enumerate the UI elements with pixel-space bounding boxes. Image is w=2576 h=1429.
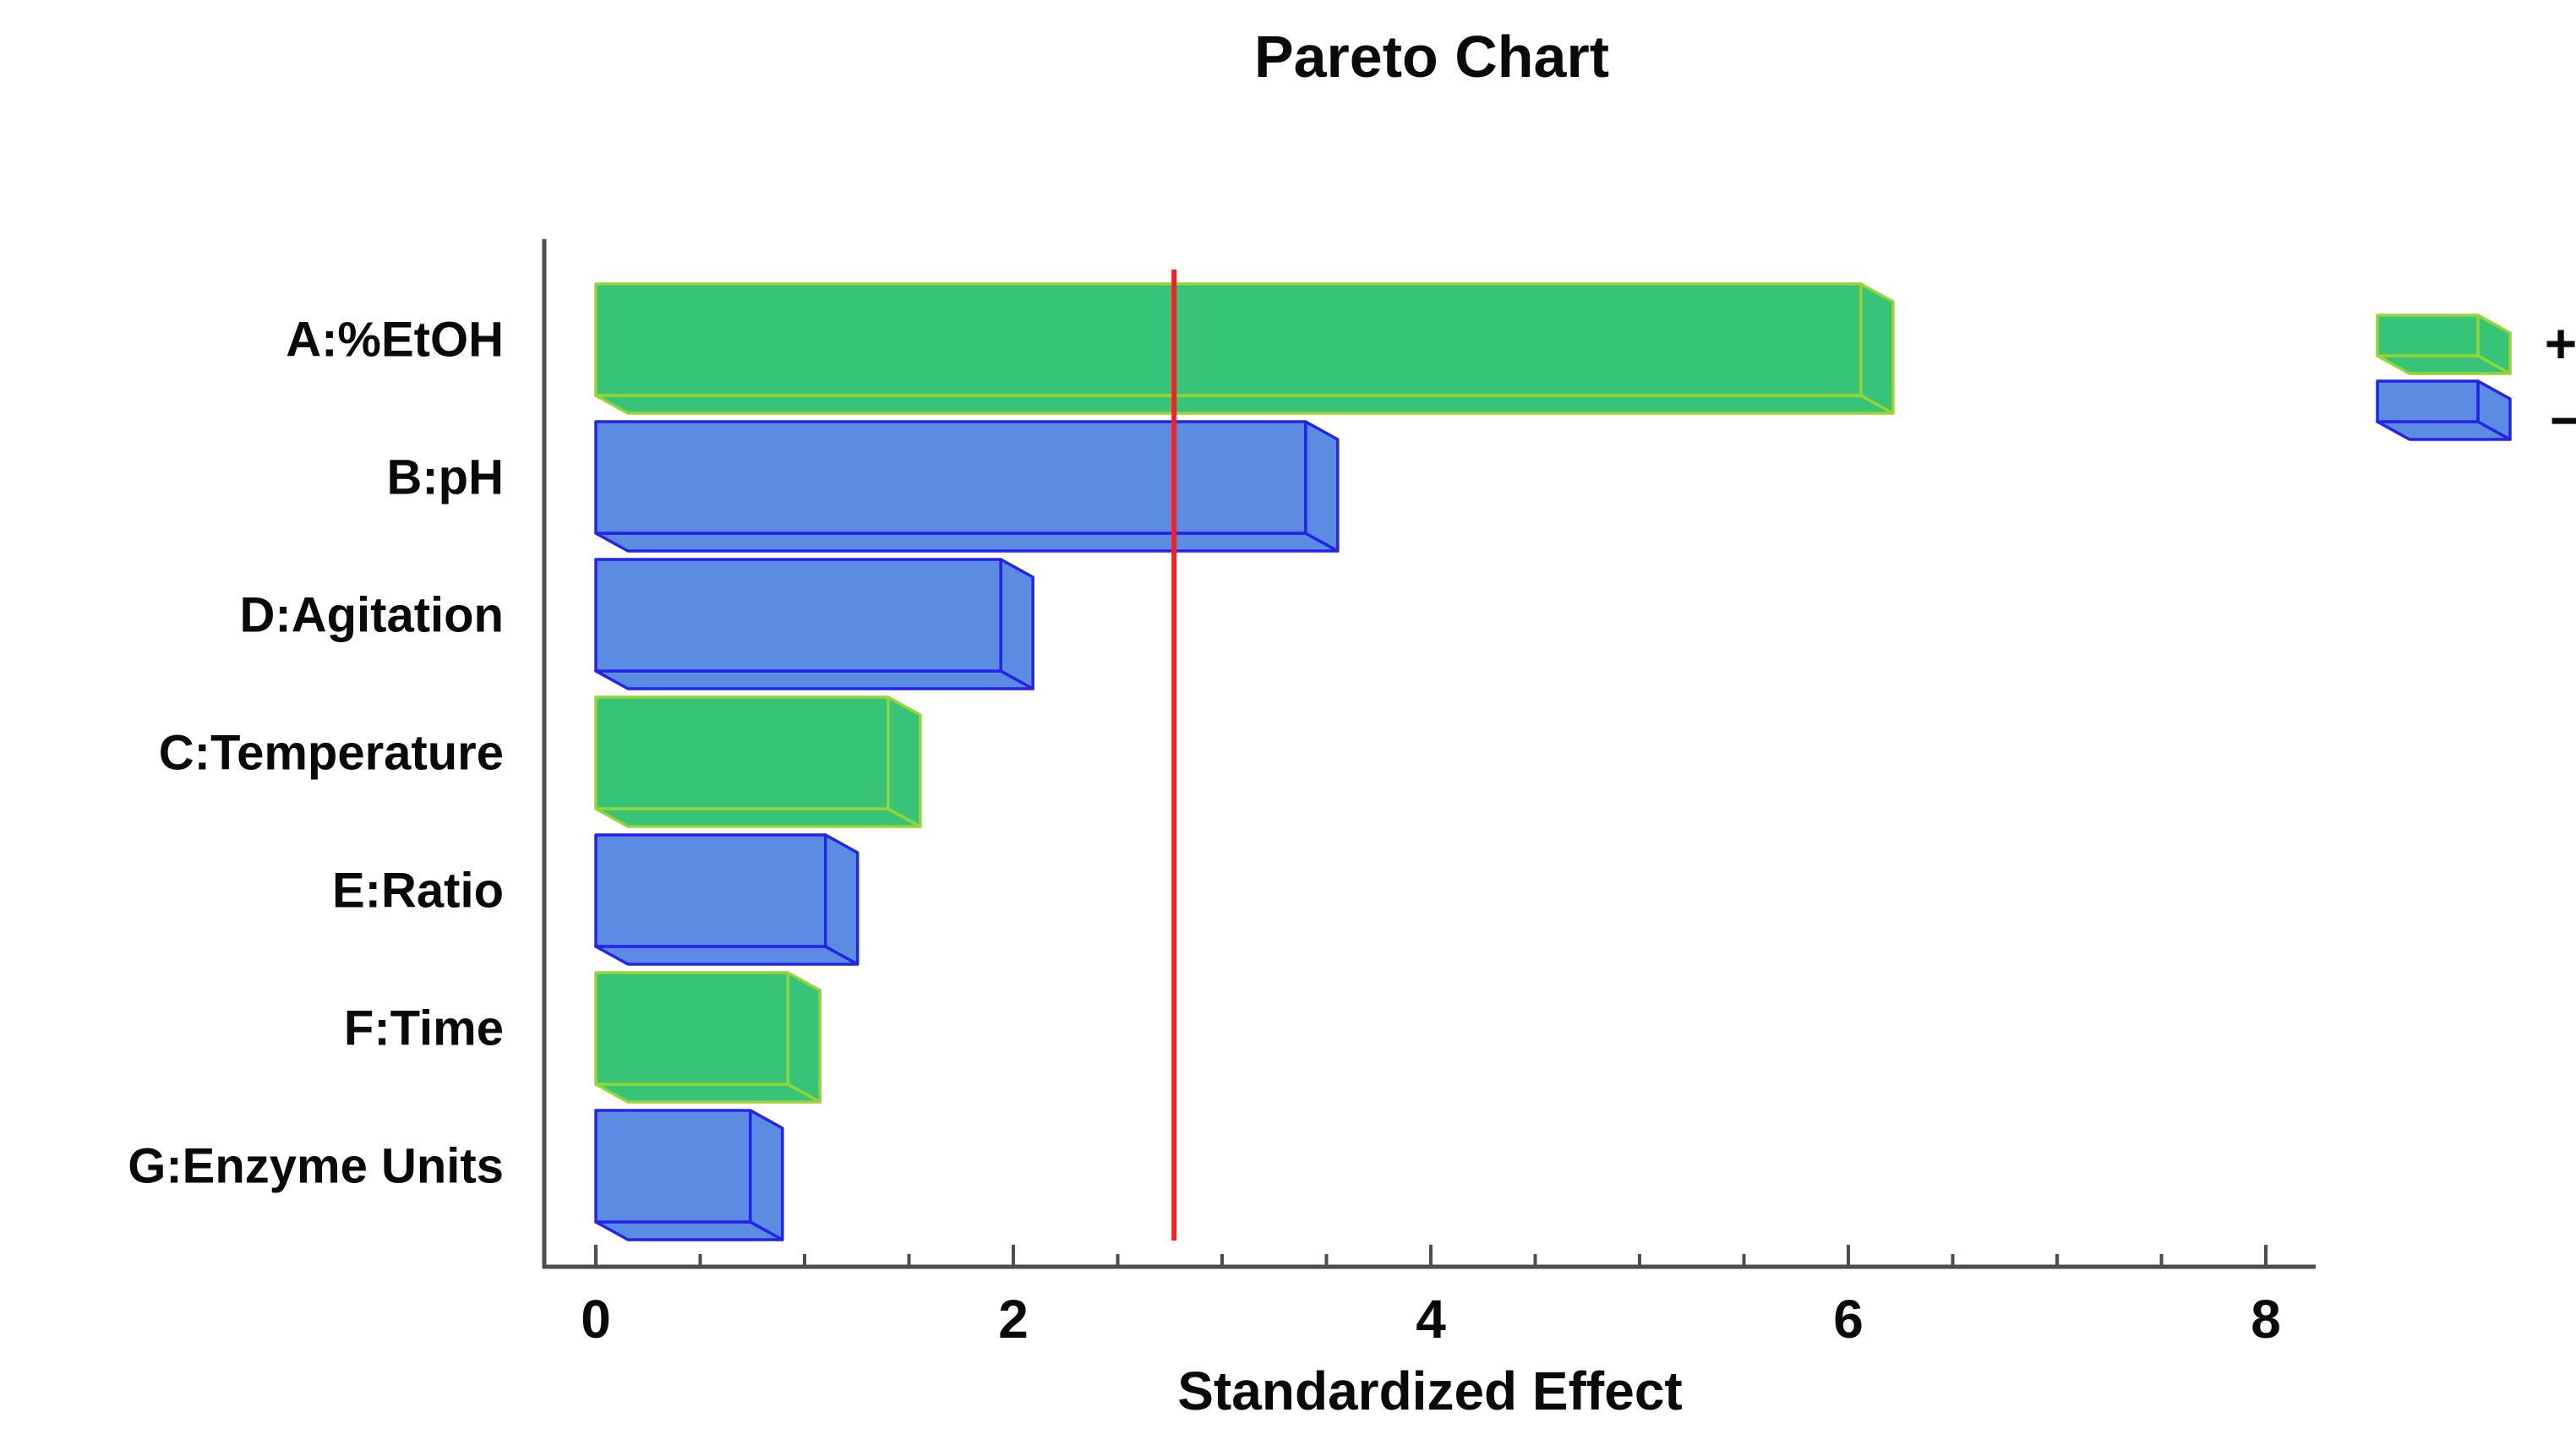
- x-tick-label-6: 6: [1833, 1289, 1864, 1350]
- bar-e-ratio-bottom-face: [594, 945, 860, 966]
- category-label-g-enzyme-units: G:Enzyme Units: [128, 1139, 504, 1194]
- bar-a-etoh-bottom-face: [594, 394, 1895, 415]
- bar-b-ph-front-face: [594, 420, 1307, 535]
- legend-positive-label: +: [2545, 312, 2576, 374]
- bar-c-temperature: [594, 695, 922, 828]
- category-label-d-agitation: D:Agitation: [240, 588, 505, 643]
- legend-negative-label: −: [2550, 389, 2576, 451]
- legend-positive-swatch: [2376, 314, 2512, 375]
- bar-d-agitation-bottom-face: [594, 669, 1034, 690]
- x-tick-label-8: 8: [2251, 1289, 2281, 1350]
- category-label-c-temperature: C:Temperature: [159, 726, 504, 781]
- legend-positive-bar: [2376, 314, 2512, 375]
- category-label-e-ratio: E:Ratio: [332, 864, 504, 919]
- bar-e-ratio-side-face: [823, 833, 860, 966]
- bar-a-etoh-front-face: [594, 282, 1863, 397]
- bar-g-enzyme-units-front-face: [594, 1109, 752, 1224]
- bar-c-temperature-side-face: [887, 695, 922, 828]
- bars-group: [594, 282, 1895, 1241]
- x-axis: 0 2 4 6 8: [543, 1245, 2316, 1350]
- bar-f-time: [594, 971, 821, 1104]
- pareto-chart-figure: Pareto Chart 0 2 4 6 8 A:%EtOH B:pH D:Agitatio…: [34, 14, 2576, 1429]
- legend-positive-bar-front-face: [2376, 314, 2480, 357]
- bar-e-ratio: [594, 833, 860, 966]
- bar-f-time-side-face: [786, 971, 821, 1104]
- bar-g-enzyme-units: [594, 1109, 784, 1241]
- bar-e-ratio-front-face: [594, 833, 827, 948]
- x-axis-title: Standardized Effect: [1177, 1361, 1682, 1421]
- category-label-a-etoh: A:%EtOH: [286, 313, 504, 368]
- legend-negative-swatch: [2376, 379, 2512, 441]
- bar-d-agitation: [594, 558, 1034, 690]
- chart-title: Pareto Chart: [1254, 24, 1609, 90]
- category-labels-group: A:%EtOH B:pH D:Agitation C:Temperature E:Rat…: [128, 313, 504, 1194]
- bar-d-agitation-side-face: [999, 558, 1034, 690]
- bar-a-etoh: [594, 282, 1895, 415]
- x-tick-label-2: 2: [998, 1289, 1029, 1350]
- bar-c-temperature-bottom-face: [594, 807, 922, 828]
- legend: + −: [2376, 312, 2576, 451]
- bar-b-ph: [594, 420, 1340, 553]
- bar-f-time-bottom-face: [594, 1083, 821, 1104]
- bar-c-temperature-front-face: [594, 695, 890, 810]
- x-tick-label-4: 4: [1416, 1289, 1446, 1350]
- bar-g-enzyme-units-side-face: [749, 1109, 784, 1241]
- category-label-f-time: F:Time: [344, 1001, 504, 1056]
- legend-negative-bar-front-face: [2376, 379, 2480, 423]
- bar-b-ph-bottom-face: [594, 532, 1340, 553]
- x-tick-label-0: 0: [581, 1289, 611, 1350]
- bar-d-agitation-front-face: [594, 558, 1002, 673]
- bar-b-ph-side-face: [1304, 420, 1340, 553]
- chart-canvas: Pareto Chart 0 2 4 6 8 A:%EtOH B:pH D:Agitatio…: [128, 24, 2576, 1421]
- legend-negative-bar: [2376, 379, 2512, 441]
- category-label-b-ph: B:pH: [386, 450, 504, 505]
- bar-a-etoh-side-face: [1859, 282, 1895, 415]
- bar-f-time-front-face: [594, 971, 789, 1086]
